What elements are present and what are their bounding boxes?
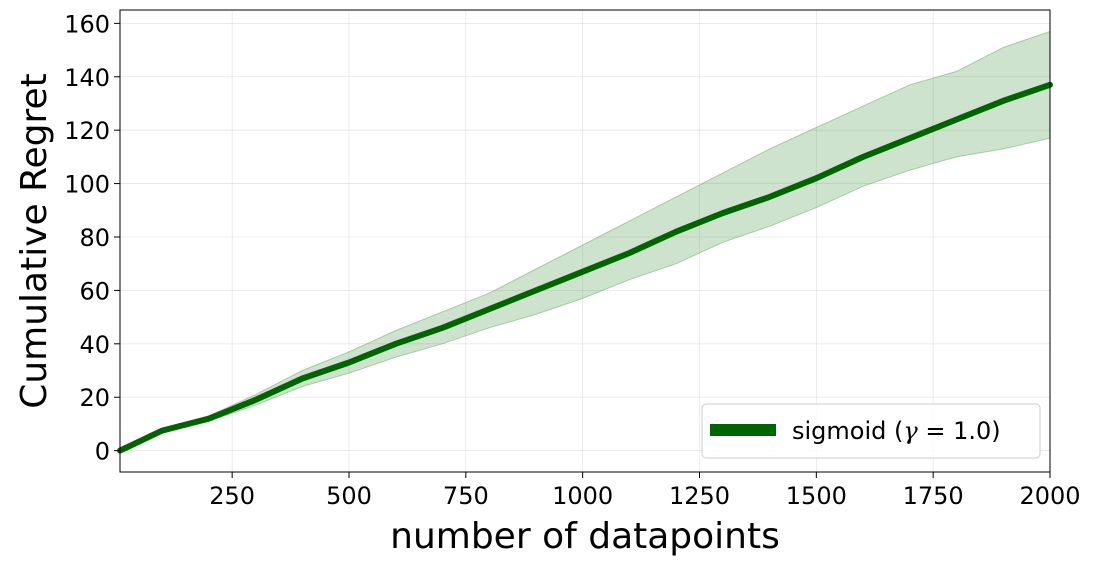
y-tick-label: 120: [64, 117, 110, 145]
x-tick-label: 1500: [786, 482, 847, 510]
plot-frame: [119, 9, 1051, 473]
y-tick-label: 60: [79, 277, 110, 305]
x-axis-label: number of datapoints: [390, 516, 780, 557]
legend-gamma: γ: [903, 417, 918, 445]
y-tick-label: 140: [64, 64, 110, 92]
legend-label: sigmoid (γ = 1.0): [792, 417, 1001, 445]
y-axis-ticks: 0 20 40 60 80 100 120 140 160: [64, 10, 120, 466]
y-tick-label: 0: [95, 438, 110, 466]
y-tick-label: 160: [64, 10, 110, 38]
legend-value: 1.0: [953, 417, 991, 445]
x-tick-label: 1750: [903, 482, 964, 510]
y-tick-label: 80: [79, 224, 110, 252]
y-tick-label: 100: [64, 171, 110, 199]
grid: [120, 10, 1051, 472]
x-tick-label: 250: [209, 482, 255, 510]
x-tick-label: 750: [443, 482, 489, 510]
x-tick-label: 500: [326, 482, 372, 510]
legend-box: [701, 403, 1041, 459]
legend-suffix: ): [991, 417, 1000, 445]
legend-prefix: sigmoid (: [792, 417, 903, 445]
x-tick-label: 2000: [1019, 482, 1080, 510]
confidence-band: [119, 30, 1051, 452]
x-tick-label: 1250: [669, 482, 730, 510]
x-axis-ticks: 250 500 750 1000 1250 1500 1750 2000: [209, 472, 1081, 510]
legend-equals: =: [918, 417, 953, 445]
mean-line: [117, 81, 1053, 454]
x-tick-label: 1000: [552, 482, 613, 510]
y-tick-label: 40: [79, 331, 110, 359]
y-tick-label: 20: [79, 384, 110, 412]
legend: sigmoid (γ = 1.0): [701, 403, 1041, 459]
y-axis-label: Cumulative Regret: [14, 73, 55, 409]
